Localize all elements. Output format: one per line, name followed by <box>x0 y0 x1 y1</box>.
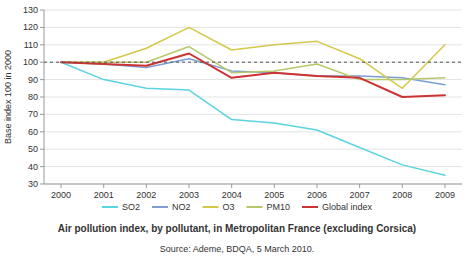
y-axis <box>44 10 45 184</box>
legend-item: Global index <box>302 202 373 212</box>
y-tick <box>40 79 44 80</box>
grid-line <box>44 184 462 185</box>
series-line <box>61 54 445 98</box>
y-tick <box>40 149 44 150</box>
x-tick <box>444 184 445 188</box>
y-tick-label: 130 <box>23 5 38 15</box>
legend-item: NO2 <box>152 202 191 212</box>
y-tick-label: 80 <box>28 92 38 102</box>
legend-label: PM10 <box>266 202 290 212</box>
y-tick <box>40 131 44 132</box>
y-tick <box>40 166 44 167</box>
grid <box>44 10 462 184</box>
x-tick <box>103 184 104 188</box>
y-tick-label: 50 <box>28 144 38 154</box>
x-tick <box>61 184 62 188</box>
x-tick-label: 2003 <box>179 190 199 200</box>
legend-label: NO2 <box>172 202 191 212</box>
legend-label: Global index <box>322 202 373 212</box>
x-tick-label: 2004 <box>222 190 242 200</box>
legend-item: SO2 <box>102 202 140 212</box>
y-tick-label: 100 <box>23 57 38 67</box>
legend: SO2 NO2 O3 PM10 Global index <box>102 202 373 212</box>
grid-line <box>44 166 462 167</box>
x-tick-label: 2009 <box>435 190 455 200</box>
y-tick <box>40 114 44 115</box>
legend-label: SO2 <box>122 202 140 212</box>
y-tick <box>40 184 44 185</box>
grid-line <box>44 114 462 115</box>
source-note: Source: Ademe, BDQA, 5 March 2010. <box>160 244 315 254</box>
x-tick-label: 2002 <box>136 190 156 200</box>
legend-swatch <box>202 206 218 208</box>
y-tick <box>40 97 44 98</box>
x-tick <box>402 184 403 188</box>
x-tick <box>189 184 190 188</box>
legend-swatch <box>152 206 168 208</box>
x-tick <box>274 184 275 188</box>
grid-line <box>44 44 462 45</box>
x-tick <box>316 184 317 188</box>
y-tick <box>40 44 44 45</box>
y-tick-label: 40 <box>28 162 38 172</box>
x-axis <box>44 184 462 185</box>
y-tick-label: 90 <box>28 75 38 85</box>
grid-line <box>44 149 462 150</box>
y-tick-label: 30 <box>28 179 38 189</box>
x-tick-label: 2001 <box>94 190 114 200</box>
x-tick-label: 2006 <box>307 190 327 200</box>
legend-item: O3 <box>202 202 234 212</box>
grid-line <box>44 62 462 63</box>
legend-label: O3 <box>222 202 234 212</box>
y-tick <box>40 10 44 11</box>
x-tick-label: 2000 <box>51 190 71 200</box>
legend-item: PM10 <box>246 202 290 212</box>
grid-line <box>44 131 462 132</box>
y-tick-label: 70 <box>28 109 38 119</box>
title: Air pollution index, by pollutant, in Me… <box>58 223 416 234</box>
y-tick-label: 60 <box>28 127 38 137</box>
y-tick-label: 110 <box>24 40 38 50</box>
series-line <box>61 27 445 88</box>
y-tick <box>40 62 44 63</box>
plot-area <box>44 27 462 175</box>
y-axis-label: Base index 100 in 2000 <box>3 50 13 144</box>
x-tick-label: 2008 <box>392 190 412 200</box>
legend-swatch <box>102 206 118 208</box>
x-tick-label: 2007 <box>350 190 370 200</box>
grid-line <box>44 10 462 11</box>
x-tick <box>146 184 147 188</box>
x-tick <box>359 184 360 188</box>
y-tick-label: 120 <box>23 22 38 32</box>
x-tick-label: 2005 <box>264 190 284 200</box>
legend-swatch <box>246 206 262 208</box>
grid-line <box>44 27 462 28</box>
chart: 30 40 50 60 70 80 90 100 110 120 130 2000 2001 2002 20… <box>0 0 474 268</box>
legend-swatch <box>302 206 318 208</box>
reference-line <box>44 62 462 63</box>
y-tick <box>40 27 44 28</box>
x-tick <box>231 184 232 188</box>
